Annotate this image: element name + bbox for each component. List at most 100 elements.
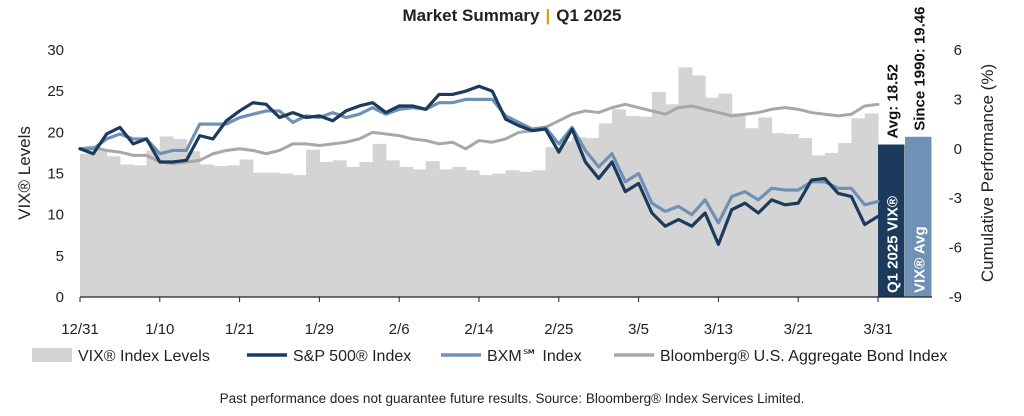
vix-bar: [93, 149, 108, 297]
x-tick-label: 3/21: [784, 321, 813, 338]
vix-bar: [439, 169, 453, 297]
average-bars: Q1 2025 VIX® Avg: 18.52 VIX® Avg Since 1990…: [878, 7, 932, 297]
vix-bar: [186, 151, 201, 297]
average-bar: [905, 136, 932, 297]
vix-bar: [545, 147, 560, 297]
x-tick-label: 1/10: [145, 321, 174, 338]
vix-bar: [80, 153, 94, 297]
vix-bar: [784, 133, 799, 297]
x-tick-label: 2/14: [464, 321, 493, 338]
average-bar-value-label: Avg: 18.52: [885, 64, 902, 138]
y-right-tick-label: 0: [954, 141, 962, 158]
vix-bar: [705, 97, 719, 297]
vix-bar: [771, 133, 786, 297]
line-series: [78, 84, 880, 246]
legend-label: BXM℠ Index: [487, 348, 582, 365]
vix-bar: [226, 165, 241, 297]
vix-bar: [279, 173, 294, 297]
vix-bar: [199, 164, 214, 297]
vix-bar: [838, 143, 852, 297]
vix-bar: [598, 123, 613, 297]
vix-bar: [718, 93, 733, 297]
legend-label: VIX® Index Levels: [78, 348, 210, 365]
average-bar-value-label: Since 1990: 19.46: [912, 7, 929, 131]
x-tick-label: 2/6: [389, 321, 410, 338]
vix-bar: [612, 109, 626, 297]
vix-bar: [292, 175, 307, 297]
x-tick-label: 3/13: [704, 321, 733, 338]
vix-bar: [385, 160, 400, 297]
vix-bar: [651, 91, 666, 298]
vix-bar: [492, 173, 507, 297]
y-left-tick-label: 0: [56, 289, 64, 306]
vix-bar: [465, 170, 480, 297]
x-tick-label: 3/5: [628, 321, 649, 338]
y-left-tick-label: 30: [47, 42, 64, 59]
y-right-tick-label: -3: [949, 190, 962, 207]
vix-bar: [665, 104, 680, 297]
legend-label: Bloomberg® U.S. Aggregate Bond Index: [660, 348, 948, 365]
vix-bar: [452, 166, 467, 297]
vix-bar: [252, 172, 267, 297]
vix-bar: [691, 75, 706, 298]
x-tick-label: 1/21: [225, 321, 254, 338]
y-left-tick-label: 15: [47, 166, 64, 183]
vix-bar: [412, 169, 427, 297]
y-left-tick-label: 20: [47, 124, 64, 141]
x-tick-label: 3/31: [863, 321, 892, 338]
vix-bar: [532, 170, 547, 297]
chart-title-main: Market Summary: [402, 6, 540, 25]
chart-title-period: Q1 2025: [556, 6, 621, 25]
y-left-tick-label: 10: [47, 207, 64, 224]
vix-bar: [159, 136, 174, 297]
vix-bar: [146, 150, 161, 297]
vix-bar: [798, 138, 813, 297]
vix-bar: [346, 166, 360, 297]
y-right-tick-label: 6: [954, 42, 962, 59]
vix-bar: [306, 149, 320, 297]
y-right-tick-label: -6: [949, 240, 962, 257]
vix-bar: [505, 170, 520, 297]
vix-bar: [239, 159, 254, 297]
sp500-line: [78, 84, 880, 246]
axes: 0 5 10 15 20 25 30 -9 -6 -3 0 3 6 12/31 1/10 1/21 1/29 2/…: [15, 42, 997, 338]
vix-bar: [213, 166, 227, 297]
vix-bar: [119, 164, 134, 297]
x-tick-label: 12/31: [61, 321, 99, 338]
legend-label: S&P 500® Index: [293, 348, 411, 365]
y-left-axis-label: VIX® Levels: [15, 126, 34, 220]
vix-bar: [399, 166, 414, 297]
x-tick-label: 1/29: [305, 321, 334, 338]
y-right-tick-label: 3: [954, 91, 962, 108]
legend-swatch: [32, 348, 72, 362]
vix-bar: [678, 67, 693, 297]
vix-bar: [332, 160, 347, 297]
y-right-axis-label: Cumulative Performance (%): [978, 64, 997, 282]
vix-bar: [173, 138, 187, 297]
average-bar: [878, 144, 905, 297]
vix-bar: [638, 116, 653, 297]
vix-bar: [479, 175, 493, 297]
vix-bar: [824, 152, 839, 297]
vix-bar-series: [80, 67, 879, 298]
vix-bar: [572, 137, 586, 297]
average-bar-label: Q1 2025 VIX®: [885, 196, 902, 293]
vix-bar: [319, 161, 334, 297]
vix-bar: [585, 138, 600, 297]
vix-bar: [106, 156, 121, 297]
chart-title-separator: |: [546, 6, 551, 25]
legend: VIX® Index Levels S&P 500® Index BXM℠ Inde…: [32, 348, 948, 365]
footnote: Past performance does not guarantee futu…: [220, 391, 805, 406]
y-right-tick-label: -9: [949, 289, 962, 306]
vix-bar: [745, 128, 759, 297]
vix-bar: [625, 115, 640, 298]
vix-bar: [558, 141, 573, 297]
average-bar-label: VIX® Avg: [912, 226, 929, 293]
vix-bar: [372, 143, 387, 297]
vix-bar: [133, 165, 148, 297]
chart-title: Market Summary | Q1 2025: [402, 6, 621, 25]
y-left-tick-label: 5: [56, 248, 64, 265]
bxm-line: [78, 97, 880, 225]
agg-bond-line: [78, 102, 880, 166]
